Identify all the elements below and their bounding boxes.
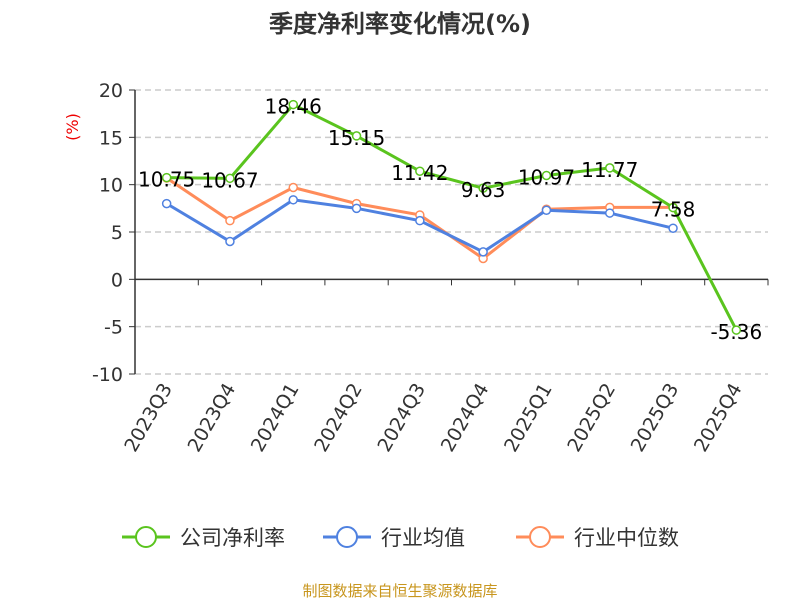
x-tick-label: 2024Q3	[373, 380, 430, 456]
y-tick-label: -10	[92, 364, 123, 386]
y-tick-label: 10	[99, 175, 123, 197]
data-label: -5.36	[710, 320, 762, 344]
y-tick-label: 5	[111, 222, 123, 244]
x-tick-label: 2023Q3	[120, 380, 177, 456]
x-tick-label: 2023Q4	[184, 380, 241, 456]
data-point[interactable]	[351, 131, 362, 141]
y-tick-label: 20	[99, 80, 123, 102]
legend-marker	[336, 526, 358, 548]
data-label: 10.97	[518, 165, 575, 189]
data-point[interactable]	[351, 203, 362, 214]
data-point[interactable]	[478, 183, 488, 193]
x-tick-label: 2025Q2	[563, 380, 620, 456]
data-point[interactable]	[415, 215, 425, 226]
x-tick-label: 2024Q2	[310, 380, 367, 456]
data-label: 18.46	[265, 95, 322, 119]
x-tick-label: 2025Q1	[500, 380, 557, 456]
y-axis-label: (%)	[63, 113, 82, 141]
data-label: 11.42	[391, 161, 448, 185]
legend-marker	[135, 526, 157, 548]
legend-item[interactable]: 行业均值	[381, 526, 465, 550]
data-point[interactable]	[415, 166, 425, 176]
x-tick-label: 2025Q3	[627, 380, 684, 456]
legend-item[interactable]: 公司净利率	[180, 526, 285, 550]
y-tick-label: 15	[99, 127, 123, 149]
data-point[interactable]	[541, 205, 552, 215]
series-line	[166, 102, 738, 331]
data-point[interactable]	[605, 163, 615, 173]
data-label: 10.67	[201, 168, 258, 192]
data-point[interactable]	[668, 223, 678, 233]
data-point[interactable]	[288, 182, 298, 193]
data-point[interactable]	[731, 325, 742, 335]
data-point[interactable]	[225, 236, 235, 247]
data-label: 11.77	[581, 158, 638, 182]
data-point[interactable]	[161, 172, 172, 183]
data-point[interactable]	[288, 195, 298, 205]
data-point[interactable]	[478, 247, 488, 257]
x-tick-label: 2024Q4	[437, 380, 494, 456]
data-point[interactable]	[288, 99, 298, 110]
data-point[interactable]	[668, 202, 678, 213]
data-point[interactable]	[541, 170, 552, 181]
y-tick-label: -5	[104, 317, 123, 339]
data-point[interactable]	[161, 198, 172, 209]
x-tick-label: 2024Q1	[247, 380, 304, 456]
legend-item[interactable]: 行业中位数	[574, 526, 679, 550]
data-label: 10.75	[138, 168, 195, 192]
data-point[interactable]	[605, 208, 615, 218]
chart-title: 季度净利率变化情况(%)	[269, 10, 531, 38]
y-tick-label: 0	[111, 269, 123, 291]
data-point[interactable]	[225, 215, 235, 226]
source-note: 制图数据来自恒生聚源数据库	[302, 582, 497, 600]
data-label: 9.63	[461, 178, 506, 202]
data-label: 15.15	[328, 126, 385, 150]
data-point[interactable]	[225, 173, 235, 184]
legend-marker	[529, 526, 551, 548]
data-label: 7.58	[651, 198, 696, 222]
x-tick-label: 2025Q4	[690, 380, 747, 456]
